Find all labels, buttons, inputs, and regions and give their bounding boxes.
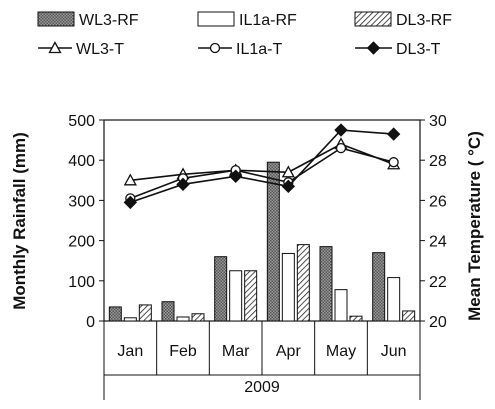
- point-marker: [335, 142, 347, 154]
- point-marker: [228, 169, 243, 183]
- point-marker: [48, 41, 62, 54]
- x-tick-label: Feb: [169, 343, 197, 360]
- bar: [176, 316, 190, 322]
- y-tick-label-left: 400: [68, 153, 95, 170]
- legend: WL3-RF IL1a-RF DL3-RF WL3-T IL1a-T DL3-T: [37, 11, 452, 58]
- x-axis: Jan Feb Mar Apr May Jun: [103, 321, 421, 400]
- point-marker: [176, 177, 190, 192]
- legend-swatch: [37, 11, 75, 27]
- x-tick-label: May: [326, 343, 356, 360]
- legend-label: WL3-T: [76, 41, 124, 58]
- bar: [138, 304, 152, 322]
- y-tick-label-left: 0: [86, 314, 95, 331]
- y-tick-label-left: 300: [68, 193, 95, 210]
- bar: [281, 252, 295, 322]
- y-tick-label-right: 22: [429, 274, 447, 291]
- series-line: [130, 147, 394, 200]
- x-tick-label: Mar: [222, 343, 250, 360]
- legend-label: IL1a-T: [236, 41, 282, 58]
- bar: [372, 252, 386, 322]
- bar: [214, 256, 228, 322]
- bar: [229, 270, 243, 322]
- bar: [319, 246, 333, 322]
- bar: [296, 244, 310, 322]
- point-marker: [123, 195, 138, 210]
- y-tick-label-right: 20: [429, 314, 447, 331]
- y-axis-left-label: Monthly Rainfall (mm): [10, 132, 29, 310]
- point-marker: [366, 41, 381, 55]
- legend-label: WL3-RF: [79, 12, 139, 29]
- point-marker: [281, 165, 295, 178]
- bar: [191, 313, 205, 322]
- bar: [349, 315, 363, 322]
- bar-series-group: [108, 161, 416, 322]
- bar: [334, 289, 348, 322]
- x-tick-label: Jun: [381, 343, 407, 360]
- legend-label: IL1a-RF: [239, 12, 297, 29]
- legend-swatch: [197, 11, 235, 27]
- point-marker: [281, 179, 296, 194]
- y-tick-label-left: 100: [68, 274, 95, 291]
- y-tick-label-right: 28: [429, 153, 447, 170]
- bar: [402, 310, 416, 322]
- legend-label: DL3-RF: [396, 12, 452, 29]
- y-tick-label-right: 30: [429, 113, 447, 130]
- point-marker: [123, 173, 137, 186]
- legend-swatch: [354, 11, 392, 27]
- y-tick-label-left: 200: [68, 234, 95, 251]
- y-tick-label-left: 500: [68, 113, 95, 130]
- bar: [123, 317, 137, 322]
- x-tick-label: Jan: [117, 343, 143, 360]
- series-line: [130, 129, 394, 204]
- year-label: 2009: [244, 379, 280, 396]
- legend-label: DL3-T: [396, 41, 441, 58]
- point-marker: [209, 42, 221, 54]
- bar: [387, 277, 401, 322]
- bar: [266, 161, 280, 322]
- point-marker: [334, 123, 348, 137]
- right-axis: 20 22 24 26 28 30: [420, 113, 447, 331]
- point-marker: [388, 157, 399, 168]
- series-line: [130, 143, 394, 182]
- point-marker: [386, 127, 401, 141]
- y-tick-label-right: 26: [429, 193, 447, 210]
- line-series-group: [123, 123, 401, 210]
- y-tick-label-right: 24: [429, 234, 447, 251]
- bar: [244, 270, 258, 322]
- x-tick-label: Apr: [276, 343, 302, 360]
- bar: [108, 306, 122, 322]
- y-axis-right-label: Mean Temperature ( °C): [465, 131, 484, 321]
- left-axis: 0 100 200 300 400 500: [68, 113, 104, 331]
- bar: [161, 301, 175, 322]
